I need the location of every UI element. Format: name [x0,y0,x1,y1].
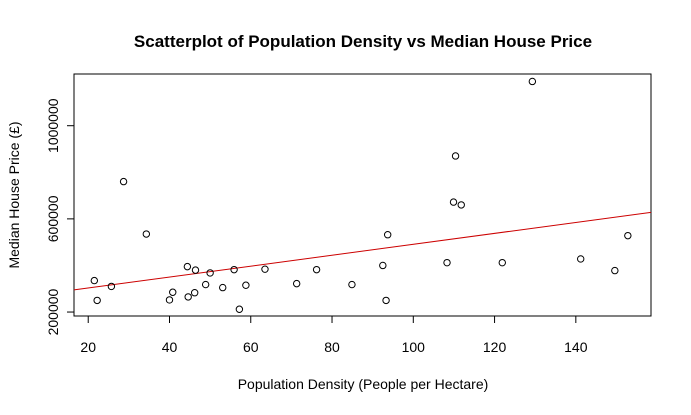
x-tick-label: 20 [80,339,96,355]
data-point [242,281,250,289]
data-point [107,282,116,291]
data-points [90,77,632,313]
data-point [184,293,192,301]
data-point [119,177,128,186]
x-tick-label: 60 [243,339,259,355]
data-point [382,296,390,305]
trend-line-group [73,211,652,291]
data-point [219,283,227,292]
x-tick-label: 40 [162,339,178,355]
data-point [443,258,451,267]
y-tick-label: 200000 [45,288,61,335]
x-tick-label: 80 [324,339,340,355]
data-point [348,280,356,289]
data-point [624,231,632,240]
chart-title: Scatterplot of Population Density vs Med… [134,32,592,51]
data-point [379,261,387,270]
x-tick-label: 120 [483,339,507,355]
x-tick-label: 140 [564,339,588,355]
data-point [611,266,619,275]
data-point [142,230,151,238]
data-point [451,152,460,160]
data-point [312,265,321,274]
data-point [93,296,101,305]
data-point [383,231,392,239]
y-tick-label: 600000 [45,195,61,242]
x-tick-label: 100 [402,339,426,355]
data-point [165,296,174,304]
y-axis: 200000 600000 1000000 [45,98,75,335]
y-axis-label: Median House Price (£) [6,121,22,268]
x-axis: 20 40 60 80 100 120 140 [80,315,588,355]
data-point [498,258,506,267]
x-axis-label: Population Density (People per Hectare) [238,376,489,392]
data-point [206,269,214,277]
data-point [183,262,192,271]
data-point [191,266,200,274]
data-point [235,305,244,313]
data-point [449,198,458,206]
plot-frame [73,73,652,317]
data-point [292,279,301,288]
data-point [230,265,238,274]
data-point [457,201,465,209]
data-point [201,280,210,289]
data-point [528,77,537,86]
data-point [90,276,99,285]
y-tick-label: 1000000 [45,98,61,153]
trend-line [73,211,652,291]
data-point [577,255,585,263]
data-point [169,288,177,296]
data-point [190,289,199,297]
data-point [261,265,269,273]
